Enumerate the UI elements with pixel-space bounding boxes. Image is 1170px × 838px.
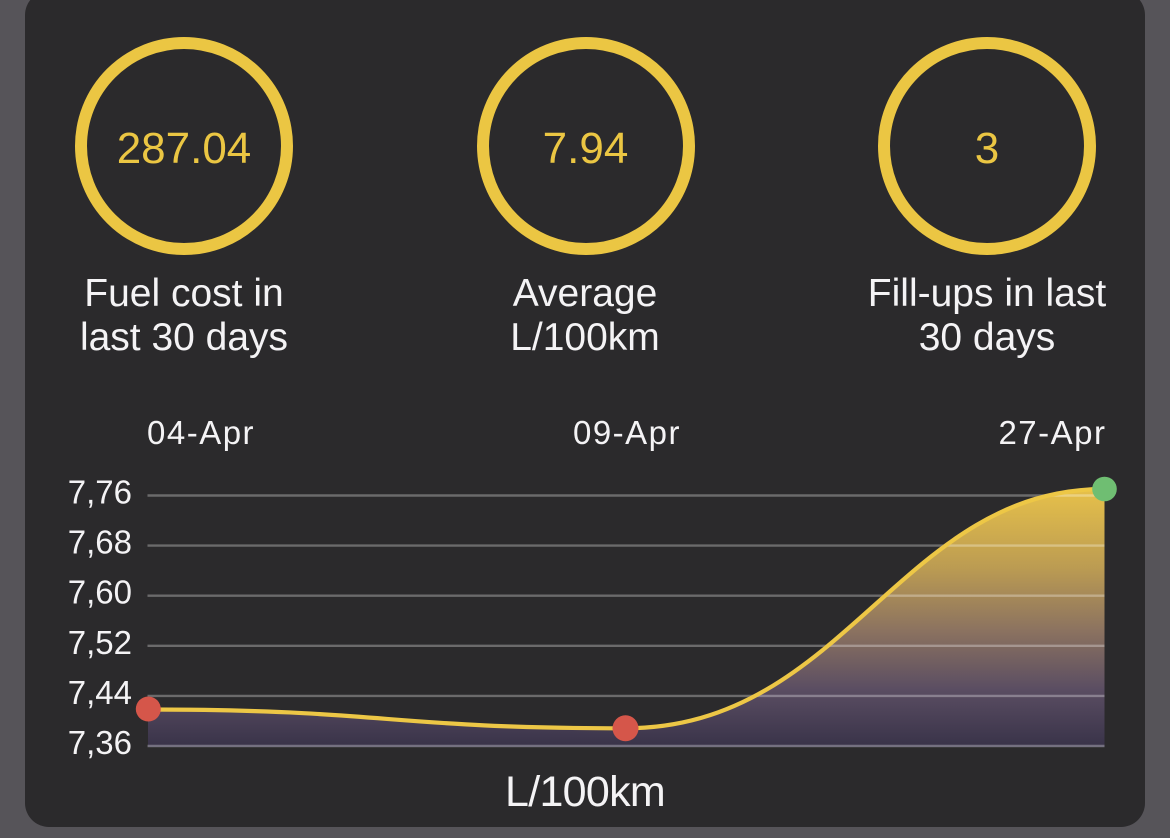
svg-text:7,76: 7,76 bbox=[68, 474, 132, 511]
svg-text:09-Apr: 09-Apr bbox=[573, 414, 681, 451]
svg-text:04-Apr: 04-Apr bbox=[147, 414, 255, 451]
svg-text:7,60: 7,60 bbox=[68, 574, 132, 611]
svg-text:27-Apr: 27-Apr bbox=[998, 414, 1106, 451]
svg-text:7,68: 7,68 bbox=[68, 524, 132, 561]
svg-text:7,52: 7,52 bbox=[68, 624, 132, 661]
svg-text:7,36: 7,36 bbox=[68, 724, 132, 761]
svg-text:7,44: 7,44 bbox=[68, 674, 132, 711]
